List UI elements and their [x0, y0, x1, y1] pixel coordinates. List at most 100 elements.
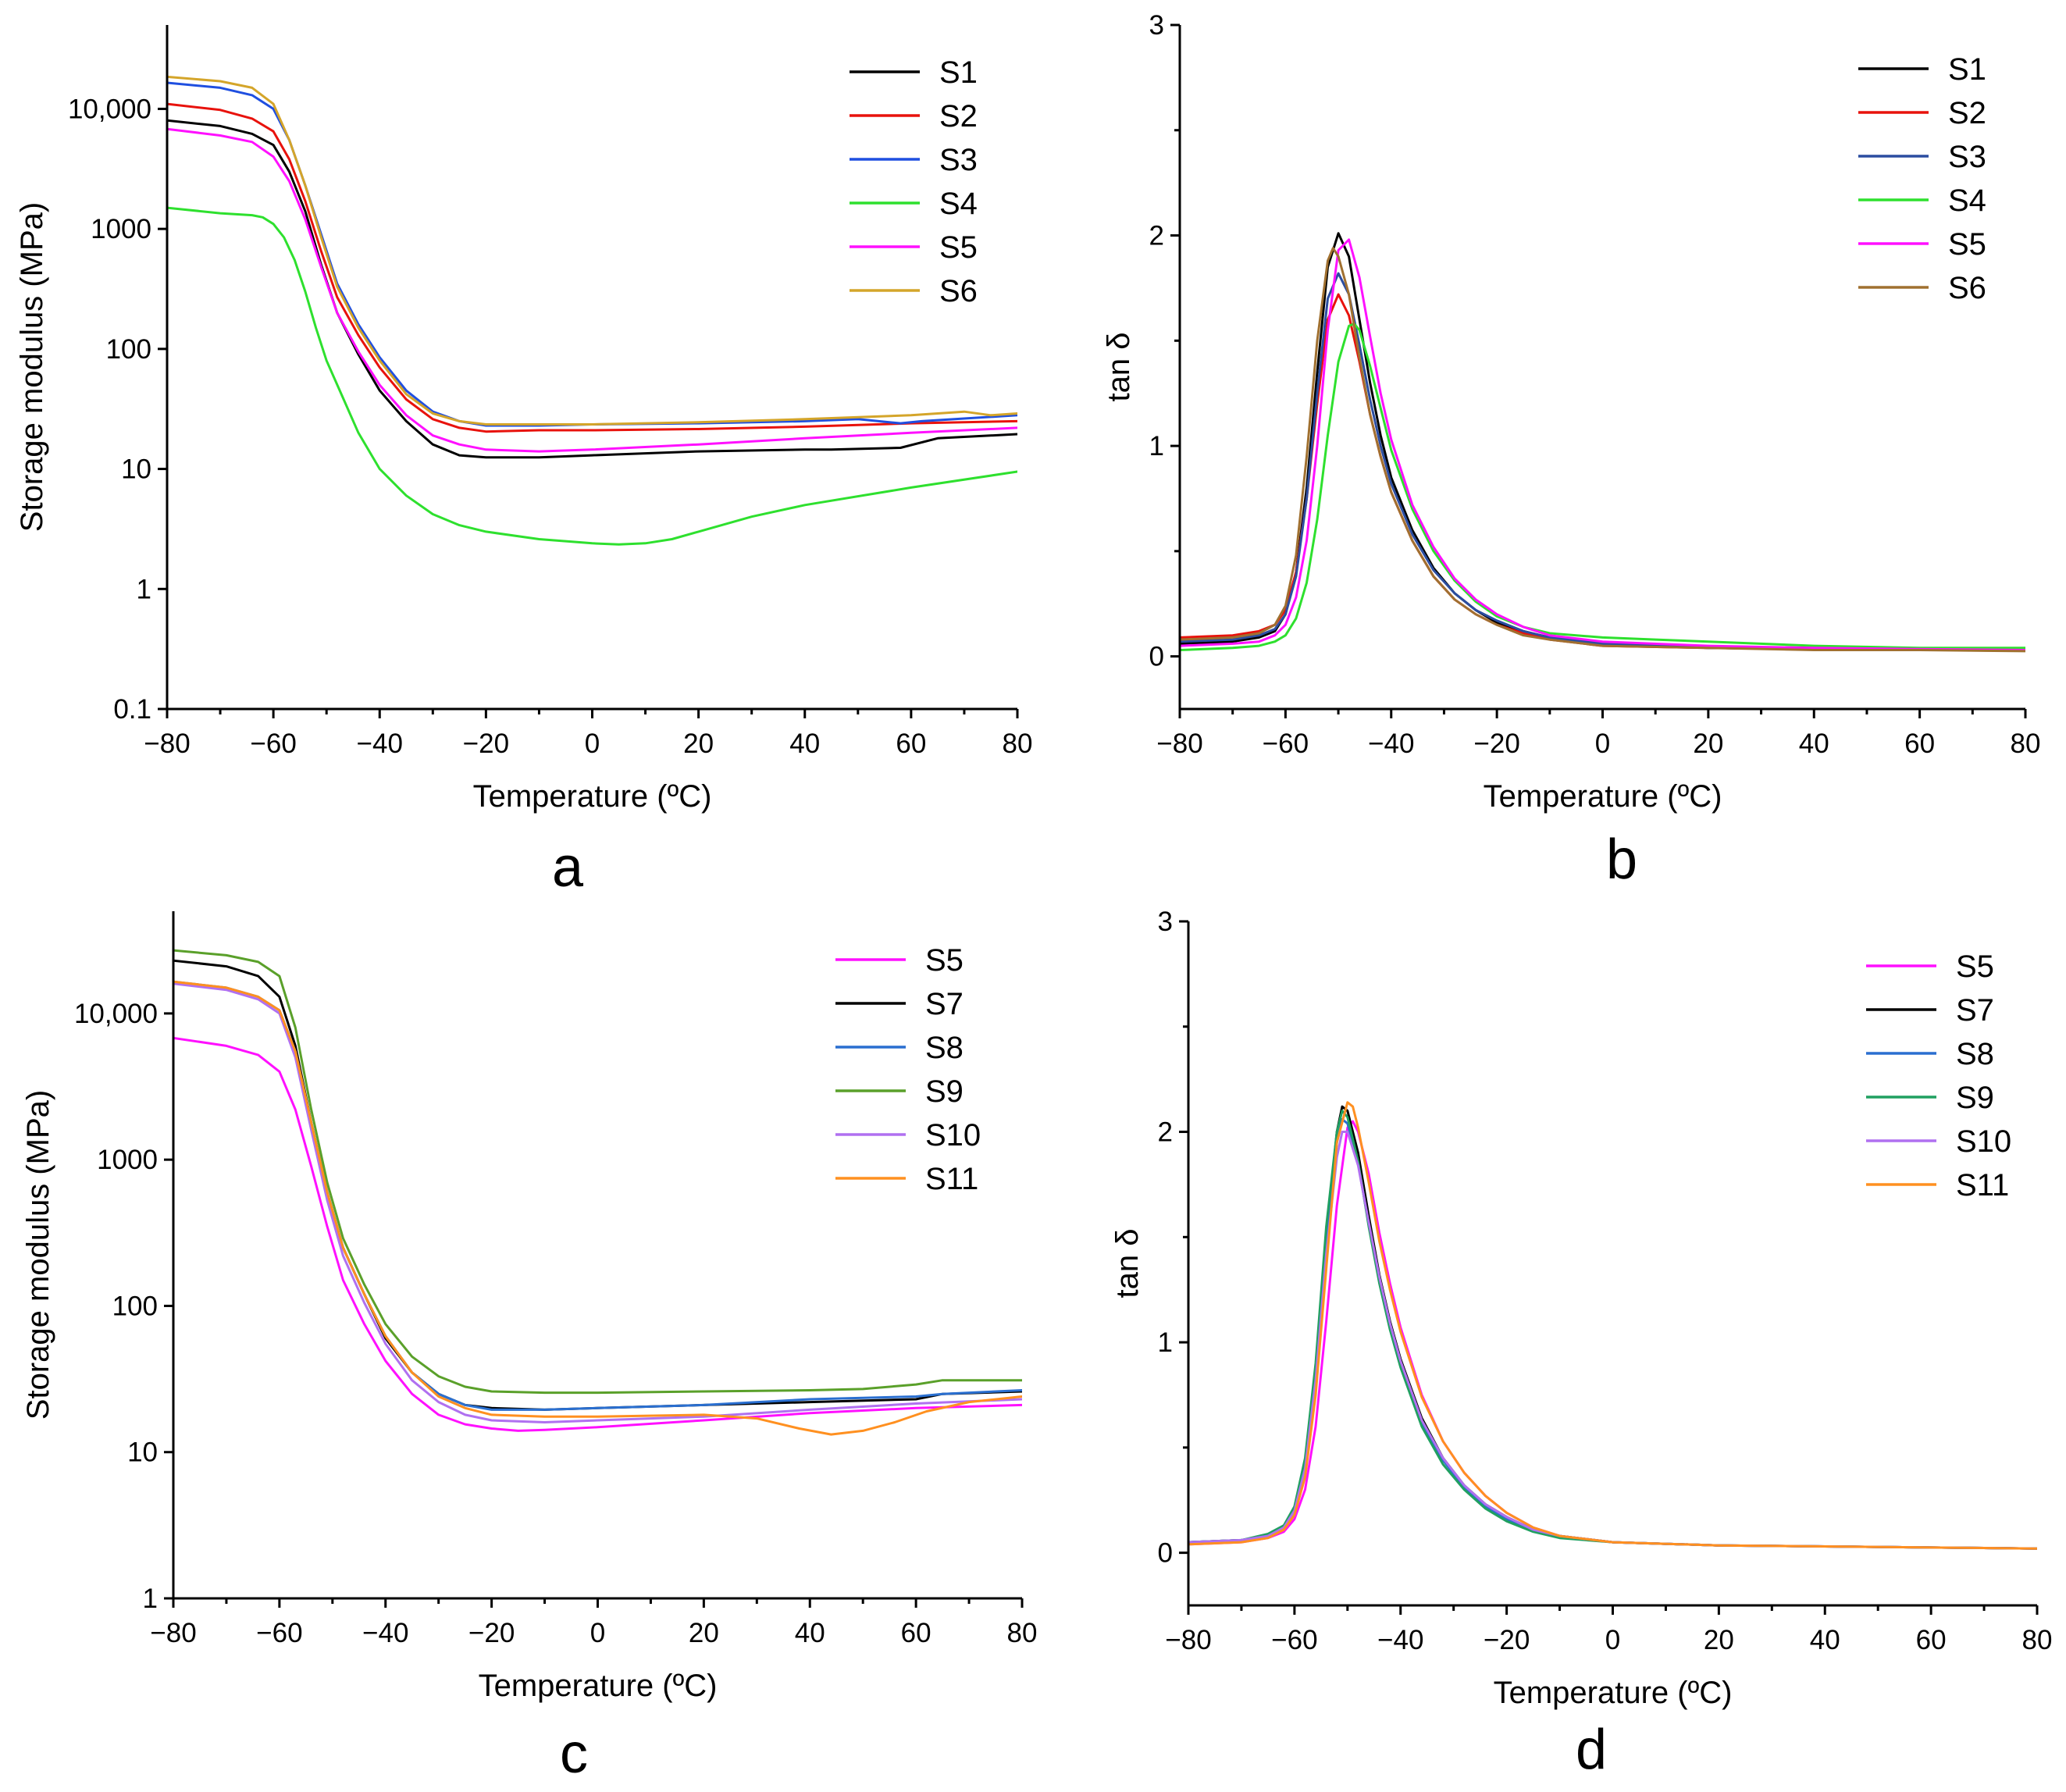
series-line-s6 — [167, 75, 1017, 426]
series-line-s1 — [1180, 232, 2025, 651]
y-tick-label: 1000 — [97, 1145, 158, 1175]
legend: S5 S7 S8 S9 S10 S11 — [1866, 949, 2011, 1202]
x-tick-label: 40 — [795, 1618, 825, 1648]
y-tick-label: 3 — [1149, 10, 1164, 41]
x-tick-label: −60 — [1263, 729, 1309, 759]
legend-label-s5: S5 — [925, 943, 964, 978]
x-tick-label: −40 — [1368, 729, 1414, 759]
x-tick-label: 80 — [1003, 729, 1033, 759]
legend-label-s1: S1 — [1948, 52, 1986, 87]
panel-label: a — [552, 836, 584, 899]
chart-panel-b: −80 −60 −40 −20 0 20 40 60 80 0 1 2 3 Temperature (ºC… — [1102, 10, 2040, 891]
legend-label-s3: S3 — [939, 143, 978, 177]
legend-label-s11: S11 — [925, 1162, 978, 1196]
x-tick-label: −60 — [1271, 1625, 1317, 1655]
legend-label-s9: S9 — [925, 1074, 964, 1109]
series-line-s10 — [173, 982, 1022, 1423]
legend-label-s6: S6 — [1948, 271, 1986, 305]
y-tick-label: 1 — [137, 574, 151, 604]
y-tick-label: 0 — [1149, 642, 1164, 672]
x-tick-label: 20 — [689, 1618, 719, 1648]
x-axis-title: Temperature (ºC) — [473, 779, 712, 814]
legend-label-s2: S2 — [939, 99, 978, 134]
legend-label-s10: S10 — [925, 1118, 981, 1153]
series-line-s11 — [173, 980, 1022, 1436]
x-tick-label: 20 — [1693, 729, 1723, 759]
legend-label-s7: S7 — [925, 987, 964, 1021]
x-tick-label: 0 — [590, 1618, 605, 1648]
legend-label-s5: S5 — [1948, 227, 1986, 262]
x-tick-label: −80 — [144, 729, 190, 759]
x-tick-label: 40 — [1810, 1625, 1840, 1655]
x-tick-label: −40 — [1377, 1625, 1423, 1655]
x-tick-label: −60 — [250, 729, 296, 759]
legend: S1 S2 S3 S4 S5 S6 — [850, 55, 978, 308]
legend: S1 S2 S3 S4 S5 S6 — [1858, 52, 1986, 305]
series-line-s6 — [1180, 247, 2025, 653]
x-tick-label: 60 — [901, 1618, 931, 1648]
chart-panel-d: −80 −60 −40 −20 0 20 40 60 80 0 1 2 3 Temperature (ºC… — [1110, 907, 2052, 1781]
series-line-s5 — [173, 1036, 1022, 1432]
y-tick-label: 1 — [143, 1584, 158, 1614]
x-tick-label: −80 — [1156, 729, 1202, 759]
series-line-s7 — [173, 959, 1022, 1411]
x-axis-title: Temperature (ºC) — [1494, 1676, 1733, 1710]
series-line-s9 — [1188, 1110, 2037, 1550]
x-tick-label: 60 — [896, 729, 926, 759]
series-line-s4 — [167, 206, 1017, 546]
series-line-s2 — [167, 102, 1017, 433]
x-axis-title: Temperature (ºC) — [1484, 779, 1722, 814]
panel-label: c — [560, 1723, 588, 1785]
x-tick-label: −60 — [256, 1618, 302, 1648]
y-tick-label: 100 — [106, 334, 151, 365]
x-tick-label: 80 — [2011, 729, 2041, 759]
x-tick-label: −40 — [357, 729, 403, 759]
x-tick-label: −80 — [150, 1618, 196, 1648]
legend-label-s4: S4 — [1948, 183, 1986, 218]
legend: S5 S7 S8 S9 S10 S11 — [835, 943, 981, 1196]
legend-label-s6: S6 — [939, 274, 978, 308]
y-tick-label: 2 — [1149, 221, 1164, 251]
legend-label-s10: S10 — [1956, 1124, 2011, 1159]
y-tick-label: 0.1 — [113, 694, 151, 725]
legend-label-s8: S8 — [1956, 1037, 1994, 1071]
x-tick-label: −20 — [468, 1618, 515, 1648]
y-tick-label: 10 — [121, 454, 151, 485]
y-tick-label: 0 — [1158, 1538, 1173, 1569]
series-line-s3 — [167, 81, 1017, 427]
x-tick-label: 80 — [2022, 1625, 2053, 1655]
y-tick-label: 1 — [1149, 431, 1164, 461]
series-line-s4 — [1180, 322, 2025, 651]
y-tick-label: 2 — [1158, 1117, 1173, 1148]
y-axis-title: Storage modulus (MPa) — [15, 202, 49, 532]
series-line-s7 — [1188, 1105, 2037, 1550]
x-axis-title: Temperature (ºC) — [479, 1669, 718, 1703]
y-tick-label: 1000 — [91, 214, 151, 244]
series-line-s5 — [1180, 238, 2025, 651]
x-tick-label: 60 — [1916, 1625, 1947, 1655]
chart-panel-c: −80 −60 −40 −20 0 20 40 60 80 1 10 100 1000 10,000 Tem… — [21, 911, 1037, 1785]
chart-panel-a: −80 −60 −40 −20 0 20 40 60 80 0.1 1 10 100 1000 10,000… — [15, 25, 1032, 899]
x-tick-label: −20 — [1473, 729, 1519, 759]
x-tick-label: 40 — [789, 729, 820, 759]
x-tick-label: −20 — [463, 729, 509, 759]
x-tick-label: −40 — [362, 1618, 408, 1648]
series-line-s5 — [167, 127, 1017, 453]
legend-label-s1: S1 — [939, 55, 978, 90]
x-tick-label: 0 — [1605, 1625, 1620, 1655]
y-tick-label: 1 — [1158, 1327, 1173, 1358]
x-tick-label: 0 — [585, 729, 600, 759]
x-tick-label: 0 — [1595, 729, 1610, 759]
y-tick-label: 10 — [127, 1438, 158, 1468]
x-tick-label: 20 — [1704, 1625, 1734, 1655]
y-axis-title: tan δ — [1110, 1229, 1145, 1299]
y-tick-label: 100 — [112, 1291, 158, 1321]
x-tick-label: 60 — [1904, 729, 1935, 759]
x-tick-label: −20 — [1484, 1625, 1530, 1655]
panel-label: d — [1576, 1719, 1607, 1781]
series-line-s1 — [167, 119, 1017, 459]
legend-label-s7: S7 — [1956, 993, 1994, 1028]
x-tick-label: 20 — [683, 729, 714, 759]
x-tick-label: 80 — [1007, 1618, 1038, 1648]
